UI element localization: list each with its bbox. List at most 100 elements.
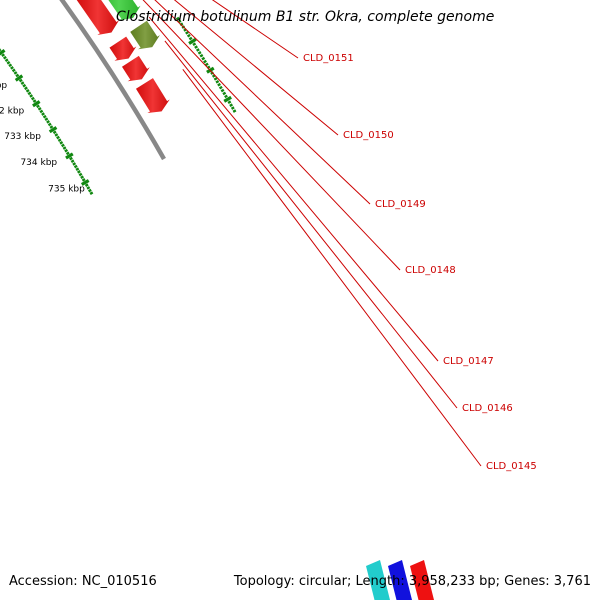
minor-tick-dot <box>37 107 42 111</box>
major-tick-mark <box>0 49 6 56</box>
gene-arrow-shading <box>108 0 141 21</box>
accession-text: Accession: NC_010516 <box>9 574 157 589</box>
minor-tick-dot <box>22 83 27 88</box>
minor-tick-dot <box>84 183 89 187</box>
minor-tick-dot <box>57 138 62 142</box>
gene-arrow-shading <box>76 0 119 35</box>
minor-tick-dot <box>42 114 47 119</box>
minor-tick-dot <box>18 78 23 83</box>
minor-tick-dot <box>54 133 59 137</box>
gene-label[interactable]: CLD_0147 <box>443 356 494 367</box>
minor-tick-dot <box>20 81 25 85</box>
minor-tick-dot <box>213 77 218 81</box>
minor-tick-dot <box>78 172 83 177</box>
gene-label-pointer <box>173 0 339 136</box>
minor-tick-dot <box>201 56 206 61</box>
minor-tick-dot <box>13 71 18 75</box>
kbp-tick-label: 731 kbp <box>0 81 7 91</box>
minor-tick-dot <box>39 109 44 114</box>
gene-label[interactable]: CLD_0150 <box>343 130 394 141</box>
major-tick-mark <box>14 74 24 82</box>
minor-tick-dot <box>72 162 77 166</box>
minor-tick-dot <box>46 120 50 124</box>
minor-tick-dot <box>81 178 86 182</box>
minor-tick-dot <box>179 22 184 27</box>
major-tick-mark <box>48 126 58 134</box>
minor-tick-dot <box>56 135 60 140</box>
gene-arrow-partial[interactable] <box>410 560 434 604</box>
minor-tick-dot <box>25 88 30 93</box>
major-tick-mark <box>223 95 232 103</box>
gene-label-pointer <box>154 0 371 205</box>
minor-tick-dot <box>64 148 69 153</box>
minor-tick-dot <box>73 164 78 169</box>
minor-tick-dot <box>60 143 65 148</box>
minor-tick-dot <box>6 60 11 65</box>
minor-tick-dot <box>77 170 81 174</box>
gene-label[interactable]: CLD_0151 <box>303 53 354 64</box>
minor-tick-dot <box>199 53 204 58</box>
minor-tick-dot <box>52 130 57 135</box>
minor-tick-dot <box>89 191 94 196</box>
minor-tick-dot <box>222 91 227 96</box>
minor-tick-dot <box>195 48 200 52</box>
gene-label[interactable]: CLD_0146 <box>462 403 513 414</box>
gene-arrow-partial[interactable] <box>388 560 412 604</box>
minor-tick-dot <box>44 117 49 122</box>
minor-tick-dot <box>8 63 13 68</box>
minor-tick-dot <box>175 16 180 21</box>
minor-tick-dot <box>32 99 37 103</box>
gene-label-pointer <box>142 0 401 271</box>
minor-tick-dot <box>29 94 34 98</box>
minor-tick-dot <box>75 167 80 171</box>
minor-tick-dot <box>194 45 198 49</box>
gene-label[interactable]: CLD_0145 <box>486 461 537 472</box>
minor-tick-dot <box>86 186 91 190</box>
major-tick-mark <box>32 100 41 108</box>
gene-label[interactable]: CLD_0148 <box>405 265 456 276</box>
gene-label-pointer <box>164 40 458 409</box>
genome-backbone <box>59 0 166 161</box>
minor-tick-dot <box>220 88 225 93</box>
minor-tick-dot <box>41 112 45 116</box>
minor-tick-dot <box>232 109 237 113</box>
minor-tick-dot <box>59 140 64 145</box>
minor-tick-dot <box>215 79 220 84</box>
genome-title: Clostridium botulinum B1 str. Okra, comp… <box>116 9 495 25</box>
minor-tick-dot <box>227 100 232 105</box>
minor-tick-dot <box>186 33 191 38</box>
minor-tick-dot <box>87 188 92 193</box>
minor-tick-dot <box>30 96 35 101</box>
gene-label-pointer <box>148 16 439 362</box>
minor-tick-dot <box>80 175 84 179</box>
genome-summary-text: Topology: circular; Length: 3,958,233 bp… <box>233 574 591 589</box>
minor-tick-dot <box>4 58 9 63</box>
minor-tick-dot <box>230 106 235 110</box>
minor-tick-dot <box>2 55 7 60</box>
minor-tick-dot <box>69 156 73 161</box>
gene-arrow-partial[interactable] <box>366 560 390 604</box>
minor-tick-dot <box>203 59 207 64</box>
minor-tick-dot <box>11 68 16 73</box>
minor-tick-dot <box>197 51 202 55</box>
minor-tick-dot <box>70 159 75 164</box>
minor-tick-dot <box>49 125 54 129</box>
gene-label[interactable]: CLD_0149 <box>375 199 426 210</box>
major-tick-mark <box>80 179 90 186</box>
major-tick-mark <box>188 37 197 45</box>
gene-label-pointer <box>182 68 482 467</box>
kbp-tick-label: 734 kbp <box>20 158 57 168</box>
minor-tick-dot <box>192 42 197 47</box>
kbp-tick-label: 732 kbp <box>0 106 25 116</box>
gene-label-pointer <box>211 0 299 59</box>
gene-arrow-shading <box>135 78 170 114</box>
minor-tick-dot <box>229 103 234 107</box>
minor-tick-dot <box>224 94 228 99</box>
minor-tick-dot <box>36 104 40 109</box>
gene-arrow-shading <box>109 36 137 61</box>
kbp-tick-label-partial: 735 kbp <box>48 185 85 195</box>
minor-tick-dot <box>0 48 2 52</box>
minor-tick-dot <box>217 82 221 87</box>
